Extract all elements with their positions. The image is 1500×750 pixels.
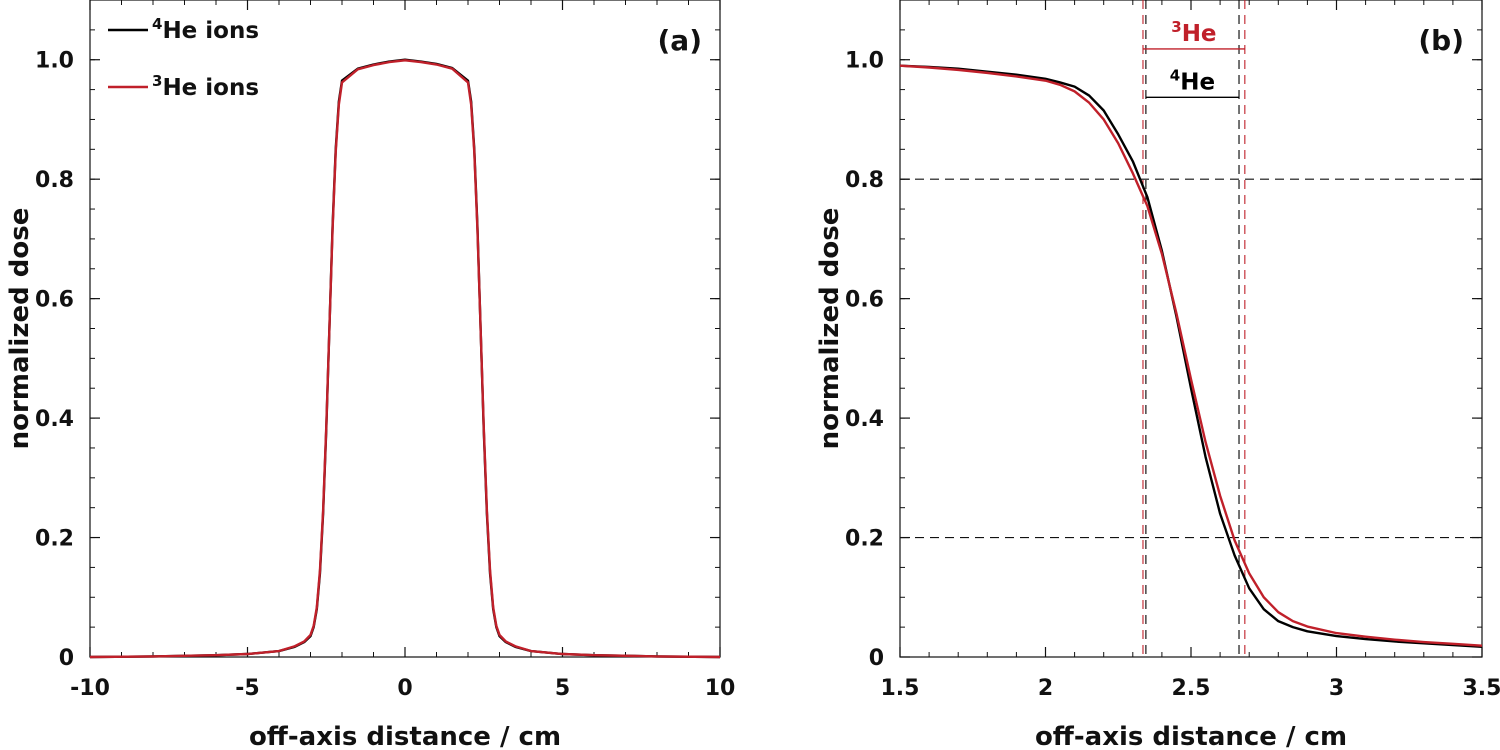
- panel-label: (b): [1418, 24, 1464, 57]
- panel-label: (a): [658, 24, 703, 57]
- element-symbol: He: [1182, 21, 1217, 47]
- x-axis-title: off-axis distance / cm: [1035, 722, 1347, 750]
- y-tick-label: 0.4: [845, 407, 884, 432]
- series-line-3he: [899, 64, 1483, 647]
- width-label-4he: 4He: [1170, 66, 1215, 95]
- isotope-superscript: 4: [1170, 66, 1180, 84]
- x-tick-label: -10: [70, 676, 110, 701]
- legend-name: He ions: [162, 18, 259, 44]
- element-symbol: He: [1180, 69, 1215, 95]
- width-label-3he: 3He: [1171, 18, 1216, 47]
- x-tick-label: 5: [555, 676, 570, 701]
- legend-label: 4He ions: [152, 15, 259, 44]
- legend-label: 3He ions: [152, 72, 259, 101]
- x-tick-label: 10: [705, 676, 736, 701]
- legend-name: He ions: [162, 75, 259, 101]
- series-line-4he: [899, 64, 1483, 649]
- isotope-superscript: 3: [152, 72, 162, 90]
- x-tick-label: 3: [1329, 676, 1344, 701]
- y-tick-label: 0.8: [35, 168, 74, 193]
- series-line-4he: [89, 58, 721, 659]
- series-line-3he: [89, 59, 721, 659]
- y-tick-label: 0.4: [35, 407, 74, 432]
- y-tick-label: 0.2: [35, 527, 74, 552]
- x-tick-label: 2.5: [1172, 676, 1211, 701]
- isotope-superscript: 4: [152, 15, 162, 33]
- y-tick-label: 1.0: [845, 49, 884, 74]
- panel-b: 1.5 2 2.5 3 3.5 0 0.2 0.4 0.6 0.8 1.0 off-axis dist…: [815, 0, 1500, 750]
- panel-a: -10 -5 0 5 10 0 0.2 0.4 0.6 0.8 1.0 off-axis distan…: [5, 0, 735, 750]
- x-tick-label: 2: [1038, 676, 1053, 701]
- y-tick-label: 1.0: [35, 49, 74, 74]
- y-tick-label: 0.8: [845, 168, 884, 193]
- y-tick-label: 0.6: [845, 288, 884, 313]
- y-tick-label: 0.6: [35, 288, 74, 313]
- y-tick-label: 0: [59, 646, 74, 671]
- x-axis-title: off-axis distance / cm: [249, 722, 561, 750]
- y-tick-label: 0.2: [845, 527, 884, 552]
- x-tick-label: 0: [397, 676, 412, 701]
- plot-frame: [899, 0, 1483, 658]
- x-tick-label: -5: [235, 676, 259, 701]
- isotope-superscript: 3: [1171, 18, 1181, 36]
- y-tick-label: 0: [869, 646, 884, 671]
- x-tick-label: 3.5: [1463, 676, 1500, 701]
- y-axis-title: normalized dose: [5, 208, 35, 450]
- y-axis-title: normalized dose: [815, 208, 845, 450]
- x-tick-label: 1.5: [881, 676, 920, 701]
